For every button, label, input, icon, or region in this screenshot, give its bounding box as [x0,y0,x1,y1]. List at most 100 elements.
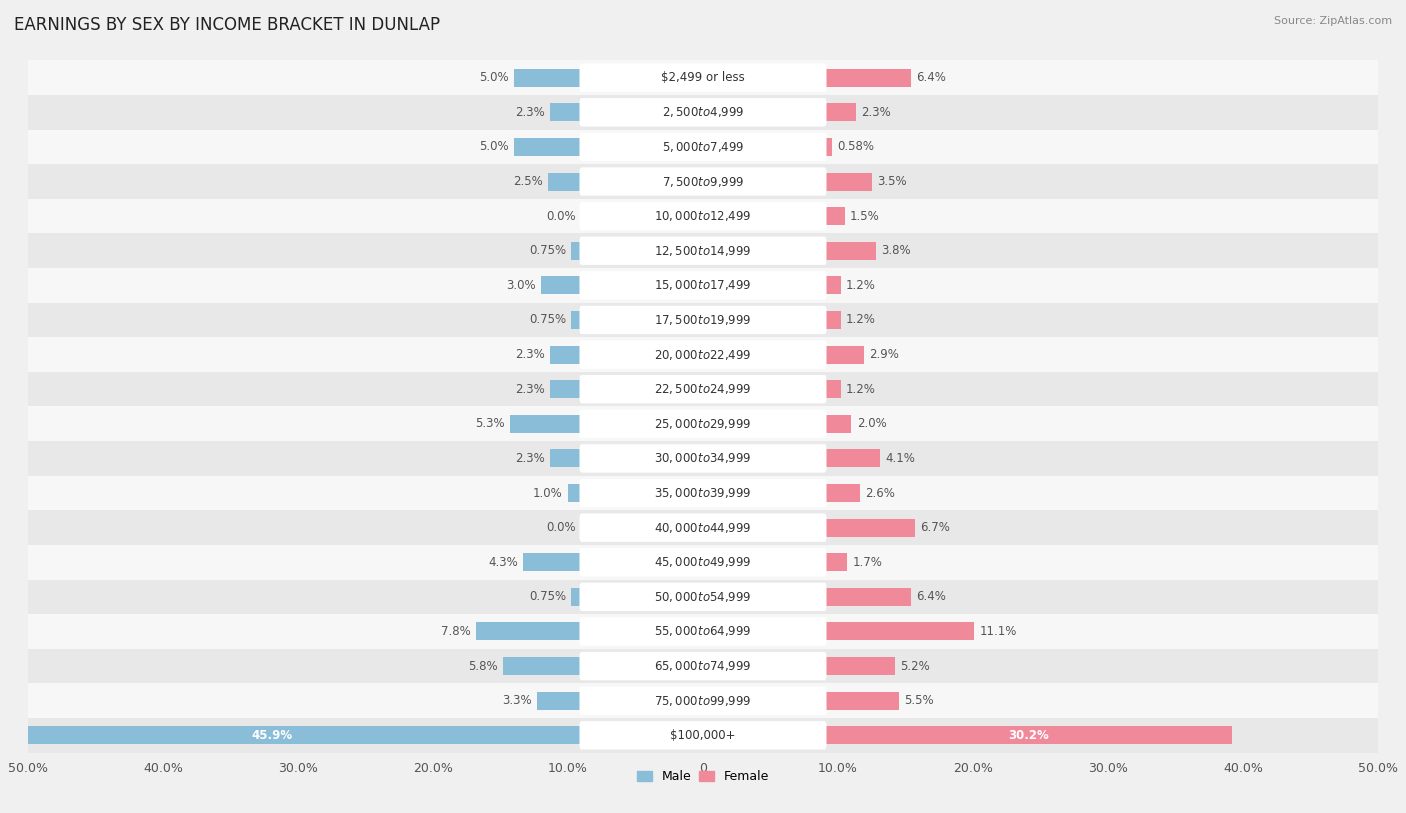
Text: 6.4%: 6.4% [917,72,946,85]
Text: 0.75%: 0.75% [529,244,567,257]
FancyBboxPatch shape [579,63,827,92]
Text: $22,500 to $24,999: $22,500 to $24,999 [654,382,752,396]
Text: 6.4%: 6.4% [917,590,946,603]
Bar [824,657,894,675]
Bar [571,311,582,329]
Bar [28,372,1378,406]
Bar [568,484,582,502]
Text: $55,000 to $64,999: $55,000 to $64,999 [654,624,752,638]
Text: 11.1%: 11.1% [980,625,1017,638]
Text: 2.3%: 2.3% [516,348,546,361]
Bar [548,172,582,190]
FancyBboxPatch shape [579,548,827,576]
Text: $12,500 to $14,999: $12,500 to $14,999 [654,244,752,258]
FancyBboxPatch shape [579,306,827,334]
Bar [28,406,1378,441]
Bar [551,450,582,467]
Text: $40,000 to $44,999: $40,000 to $44,999 [654,520,752,535]
Bar [28,268,1378,302]
Bar [824,207,845,225]
Bar [824,241,876,259]
Bar [824,692,898,710]
Bar [28,164,1378,199]
Text: 2.3%: 2.3% [516,383,546,396]
Bar [28,511,1378,545]
Text: 1.2%: 1.2% [846,383,876,396]
Bar [824,138,832,156]
Bar [824,172,872,190]
Text: 2.3%: 2.3% [516,452,546,465]
Bar [551,103,582,121]
Text: 1.2%: 1.2% [846,279,876,292]
Text: 5.8%: 5.8% [468,659,498,672]
Bar [28,718,1378,753]
Bar [824,311,841,329]
Bar [824,380,841,398]
Text: 1.2%: 1.2% [846,314,876,327]
Text: $30,000 to $34,999: $30,000 to $34,999 [654,451,752,465]
Bar [824,450,880,467]
Text: 2.6%: 2.6% [865,486,894,499]
Bar [824,68,911,87]
Text: 0.0%: 0.0% [547,521,576,534]
Text: EARNINGS BY SEX BY INCOME BRACKET IN DUNLAP: EARNINGS BY SEX BY INCOME BRACKET IN DUN… [14,16,440,34]
Bar [551,380,582,398]
Text: 0.0%: 0.0% [547,210,576,223]
Text: 0.58%: 0.58% [838,141,875,154]
Text: 5.5%: 5.5% [904,694,934,707]
Bar [523,554,582,572]
Text: $15,000 to $17,499: $15,000 to $17,499 [654,278,752,293]
Text: 5.2%: 5.2% [900,659,929,672]
Bar [571,241,582,259]
Text: 3.5%: 3.5% [877,175,907,188]
Text: 6.7%: 6.7% [921,521,950,534]
Bar [824,484,859,502]
FancyBboxPatch shape [579,652,827,680]
Text: 7.8%: 7.8% [441,625,471,638]
Text: 5.0%: 5.0% [479,141,509,154]
Bar [824,346,863,363]
Text: 1.7%: 1.7% [853,556,883,569]
FancyBboxPatch shape [579,272,827,299]
FancyBboxPatch shape [579,583,827,611]
Bar [510,415,582,433]
Bar [824,103,855,121]
FancyBboxPatch shape [579,721,827,750]
Text: Source: ZipAtlas.com: Source: ZipAtlas.com [1274,16,1392,26]
Text: $10,000 to $12,499: $10,000 to $12,499 [654,209,752,223]
Bar [537,692,582,710]
Text: 2.5%: 2.5% [513,175,543,188]
Text: 1.5%: 1.5% [851,210,880,223]
Text: $35,000 to $39,999: $35,000 to $39,999 [654,486,752,500]
Bar [28,614,1378,649]
FancyBboxPatch shape [579,202,827,230]
Bar [28,337,1378,372]
Bar [824,588,911,606]
Text: 3.0%: 3.0% [506,279,536,292]
Bar [28,649,1378,684]
Bar [541,276,582,294]
Bar [503,657,582,675]
Text: $7,500 to $9,999: $7,500 to $9,999 [662,175,744,189]
Bar [824,276,841,294]
Bar [28,684,1378,718]
Text: $50,000 to $54,999: $50,000 to $54,999 [654,590,752,604]
Bar [28,476,1378,511]
Text: 3.3%: 3.3% [502,694,531,707]
Bar [551,346,582,363]
FancyBboxPatch shape [579,237,827,265]
Text: 3.8%: 3.8% [882,244,911,257]
Bar [824,623,974,641]
Bar [571,588,582,606]
Bar [28,441,1378,476]
FancyBboxPatch shape [579,514,827,541]
FancyBboxPatch shape [579,133,827,161]
Text: 2.3%: 2.3% [860,106,890,119]
Bar [824,554,848,572]
Text: 5.0%: 5.0% [479,72,509,85]
Text: 0.75%: 0.75% [529,314,567,327]
Text: $5,000 to $7,499: $5,000 to $7,499 [662,140,744,154]
FancyBboxPatch shape [579,98,827,127]
Bar [477,623,582,641]
Bar [28,199,1378,233]
